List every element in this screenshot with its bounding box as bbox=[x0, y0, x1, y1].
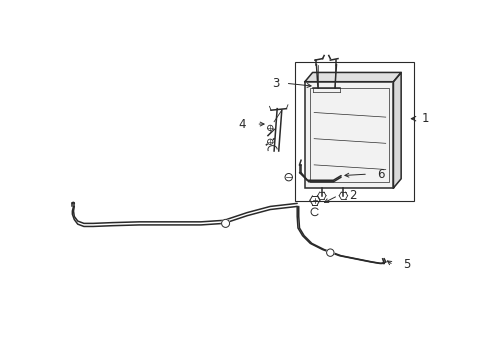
Bar bbox=[294, 62, 413, 201]
Circle shape bbox=[267, 125, 272, 131]
Polygon shape bbox=[393, 72, 400, 188]
Bar bbox=[309, 88, 388, 182]
Circle shape bbox=[285, 174, 292, 181]
Bar bbox=[305, 82, 393, 188]
Text: 3: 3 bbox=[271, 77, 279, 90]
Circle shape bbox=[267, 139, 272, 144]
Text: 5: 5 bbox=[402, 258, 409, 271]
Text: 2: 2 bbox=[349, 189, 356, 202]
Circle shape bbox=[221, 219, 229, 228]
Circle shape bbox=[326, 249, 333, 256]
Text: 4: 4 bbox=[238, 118, 246, 131]
Text: 6: 6 bbox=[377, 168, 384, 181]
Text: 1: 1 bbox=[421, 112, 428, 125]
Polygon shape bbox=[305, 72, 400, 82]
